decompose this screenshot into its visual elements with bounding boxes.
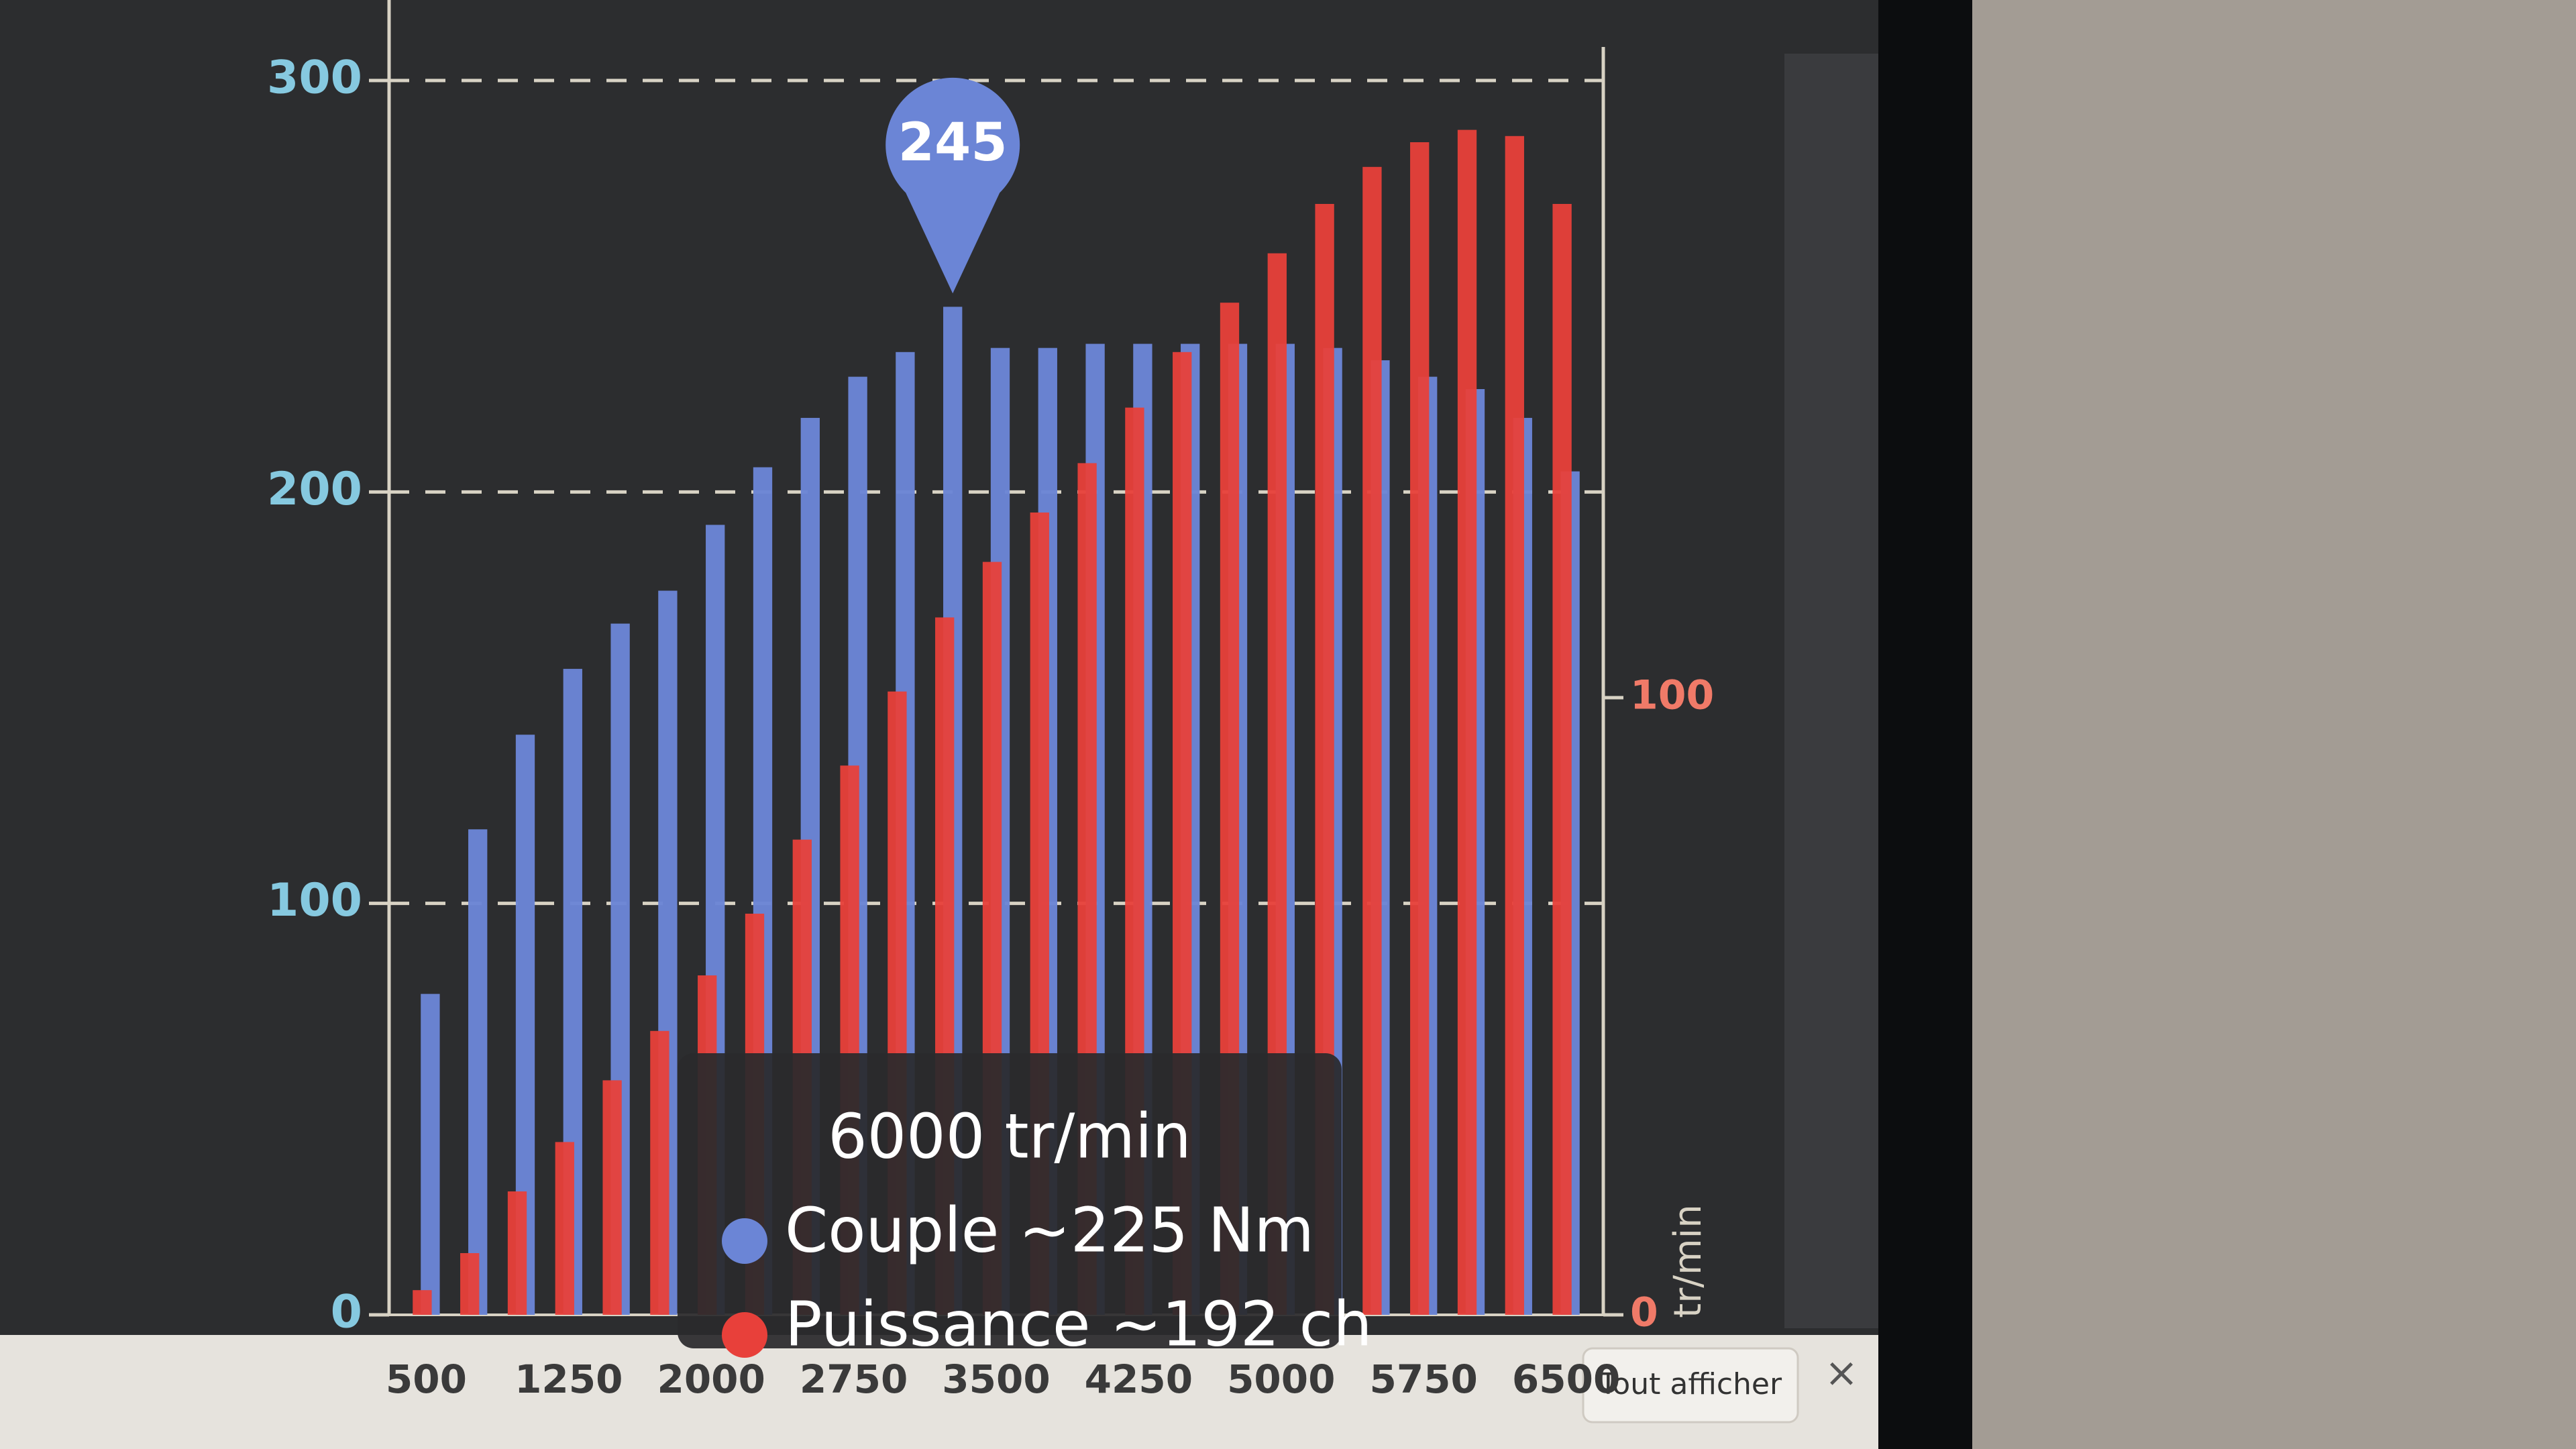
scrollbar	[1784, 54, 1878, 1328]
y2-axis-label: tr/min	[1666, 1204, 1710, 1318]
tooltip-line: Puissance ~192 ch	[785, 1288, 1373, 1360]
x-tick-label: 2000	[657, 1356, 765, 1402]
bar	[1362, 166, 1382, 1315]
bar	[1505, 136, 1524, 1315]
tooltip	[678, 1053, 1342, 1348]
bar	[507, 1191, 527, 1315]
x-tick-label: 500	[386, 1356, 467, 1402]
x-tick-label: 1250	[515, 1356, 623, 1402]
bar	[602, 1080, 622, 1315]
x-tick-label: 5000	[1227, 1356, 1335, 1402]
y2-tick-label: 0	[1630, 1289, 1658, 1336]
y-tick-label: 100	[267, 874, 362, 927]
tooltip-title: 6000 tr/min	[828, 1100, 1191, 1172]
monitor-bezel	[1878, 0, 1972, 1449]
bar	[413, 1290, 432, 1315]
show-all-button[interactable]	[1582, 1347, 1799, 1424]
y-tick-label: 300	[267, 52, 362, 105]
y-tick-label: 0	[331, 1286, 362, 1339]
bar	[460, 1253, 480, 1315]
bar	[1552, 204, 1572, 1315]
y2-tick-label: 100	[1630, 672, 1714, 719]
tooltip-swatch	[722, 1218, 767, 1264]
bar	[1410, 142, 1430, 1315]
bar	[468, 829, 488, 1315]
bar	[650, 1030, 669, 1315]
data-label: 245	[898, 113, 1008, 173]
x-tick-label: 3500	[942, 1356, 1050, 1402]
bar	[555, 1142, 574, 1315]
wall	[1972, 0, 2576, 1449]
value-pin	[885, 77, 1020, 294]
x-tick-label: 4250	[1085, 1356, 1193, 1402]
tooltip-line: Couple ~225 Nm	[785, 1194, 1314, 1266]
chart: 0 100 200 300 0 100 tr/min 500 1250 2000 2750 3500 4…	[267, 0, 1714, 1402]
show-all-label[interactable]: Tout afficher	[1599, 1367, 1782, 1401]
bar	[1457, 129, 1477, 1316]
x-tick-label: 5750	[1369, 1356, 1477, 1402]
bottom-bar	[0, 1335, 1878, 1449]
close-button[interactable]: ×	[1825, 1350, 1858, 1397]
x-tick-label: 6500	[1512, 1356, 1620, 1402]
y-tick-label: 200	[267, 463, 362, 516]
bar	[421, 994, 440, 1315]
tooltip-swatch	[722, 1312, 767, 1358]
x-tick-label: 2750	[800, 1356, 908, 1402]
